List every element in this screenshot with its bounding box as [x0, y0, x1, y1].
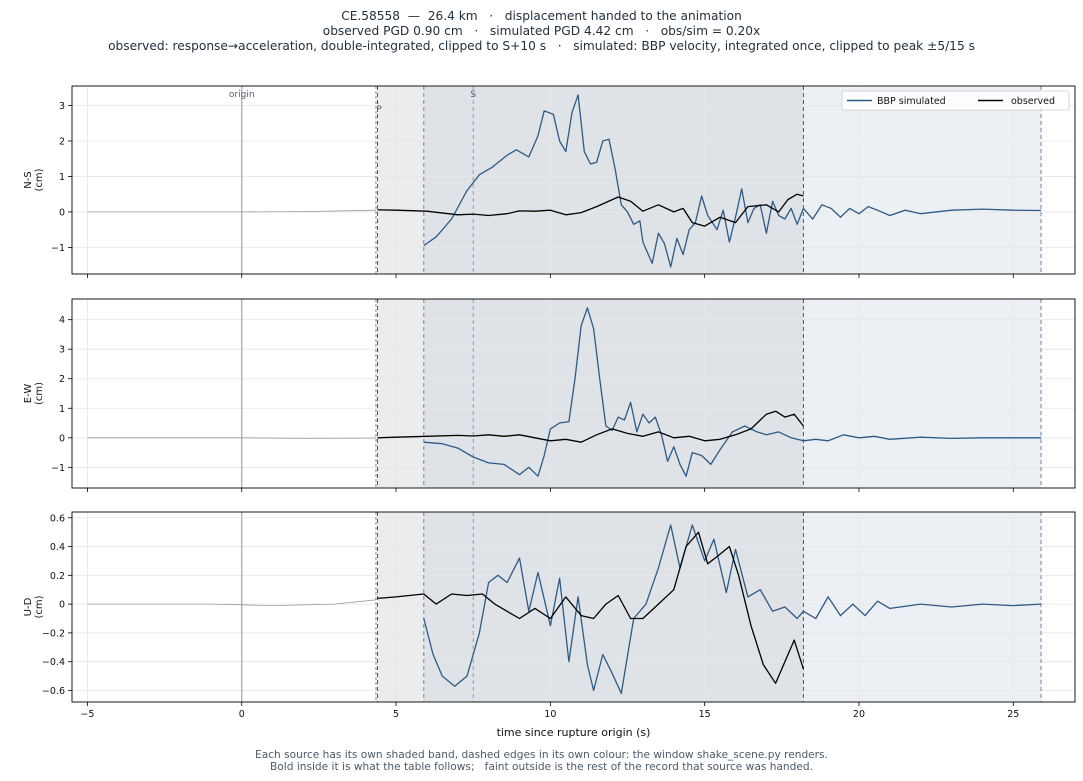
legend: BBP simulated observed	[841, 90, 1070, 111]
y-tick-label: 0	[59, 433, 65, 444]
axes-frame	[71, 298, 1076, 489]
y-tick-label: 3	[59, 345, 65, 356]
x-axis-label: time since rupture origin (s)	[497, 726, 651, 739]
simulated-series-line	[423, 94, 805, 268]
y-tick-label: 0.2	[50, 571, 65, 582]
x-tick-label: −5	[80, 709, 94, 720]
legend-box	[841, 90, 1070, 111]
x-tick-label: 0	[239, 709, 245, 720]
y-tick-label: 0.6	[50, 513, 65, 524]
observed-window-band	[377, 299, 804, 488]
footer-note-line1: Each source has its own shaded band, das…	[255, 749, 828, 761]
y-axis-label-line: E-W	[23, 384, 34, 404]
y-axis-label: N-S(cm)	[23, 168, 45, 191]
y-tick-label: −1	[51, 463, 65, 474]
x-tick-label: 25	[1007, 709, 1019, 720]
y-tick-label: 0	[59, 600, 65, 611]
legend-simulated-label: BBP simulated	[877, 96, 946, 107]
observed-series-line	[377, 410, 804, 443]
origin-label: origin	[229, 90, 255, 100]
observed-faint-line	[87, 437, 377, 439]
simulated-series-line	[423, 524, 804, 695]
panel-1: −1 0 1 2 3 4 E-W(cm)	[23, 298, 1076, 492]
y-tick-label: −0.4	[42, 657, 65, 668]
x-tick-label: 10	[544, 709, 556, 720]
axes-frame	[71, 85, 1076, 275]
y-axis-label-line: (cm)	[34, 595, 45, 618]
observed-series-line	[377, 531, 805, 684]
simulated-window-band	[423, 512, 1042, 702]
chart-title-line1: CE.58558 — 26.4 km · displacement handed…	[341, 9, 742, 23]
chart-title-line3: observed: response→acceleration, double-…	[108, 39, 975, 53]
y-tick-label: 1	[59, 404, 65, 415]
y-axis-label-line: U-D	[23, 597, 34, 616]
simulated-series-line	[423, 307, 804, 477]
simulated-window-band	[423, 86, 1042, 274]
observed-window-band	[377, 86, 804, 274]
y-axis-label-line: N-S	[23, 171, 34, 188]
x-tick-label: 20	[853, 709, 865, 720]
y-tick-label: 0.4	[50, 542, 65, 553]
axes-frame	[71, 511, 1076, 703]
simulated-faint-line	[803, 434, 1042, 442]
y-tick-label: 2	[59, 374, 65, 385]
y-axis-label-line: (cm)	[34, 382, 45, 405]
y-tick-label: 0	[59, 207, 65, 218]
legend-observed-label: observed	[1011, 96, 1055, 107]
observed-faint-line	[87, 599, 377, 607]
footer-note-line2: Bold inside it is what the table follows…	[270, 761, 813, 773]
y-tick-label: −0.6	[42, 686, 65, 697]
observed-faint-line	[87, 209, 377, 213]
chart-title-line2: observed PGD 0.90 cm · simulated PGD 4.4…	[322, 24, 761, 38]
y-tick-label: −1	[51, 243, 65, 254]
y-axis-label-line: (cm)	[34, 168, 45, 191]
y-tick-label: 2	[59, 136, 65, 147]
panel-2: −0.6 −0.4 −0.2 0 0.2 0.4 0.6 −5 0 5 10 15 20 25 U-D(cm…	[23, 511, 1076, 720]
observed-window-band	[377, 512, 804, 702]
x-tick-label: 5	[393, 709, 399, 720]
y-tick-label: −0.2	[42, 628, 65, 639]
y-tick-label: 4	[59, 315, 65, 326]
x-tick-label: 15	[699, 709, 711, 720]
y-axis-label: U-D(cm)	[23, 595, 45, 618]
y-tick-label: 3	[59, 101, 65, 112]
panel-0: −1 0 1 2 3 N-S(cm) origin P S BBP simulated observ…	[23, 85, 1076, 278]
s-arrival-label: S	[470, 90, 476, 100]
simulated-faint-line	[803, 595, 1042, 620]
y-axis-label: E-W(cm)	[23, 382, 45, 405]
y-tick-label: 1	[59, 172, 65, 183]
observed-series-line	[377, 193, 804, 227]
simulated-faint-line	[802, 204, 1042, 221]
simulated-window-band	[423, 299, 1042, 488]
p-arrival-label: P	[376, 105, 382, 115]
